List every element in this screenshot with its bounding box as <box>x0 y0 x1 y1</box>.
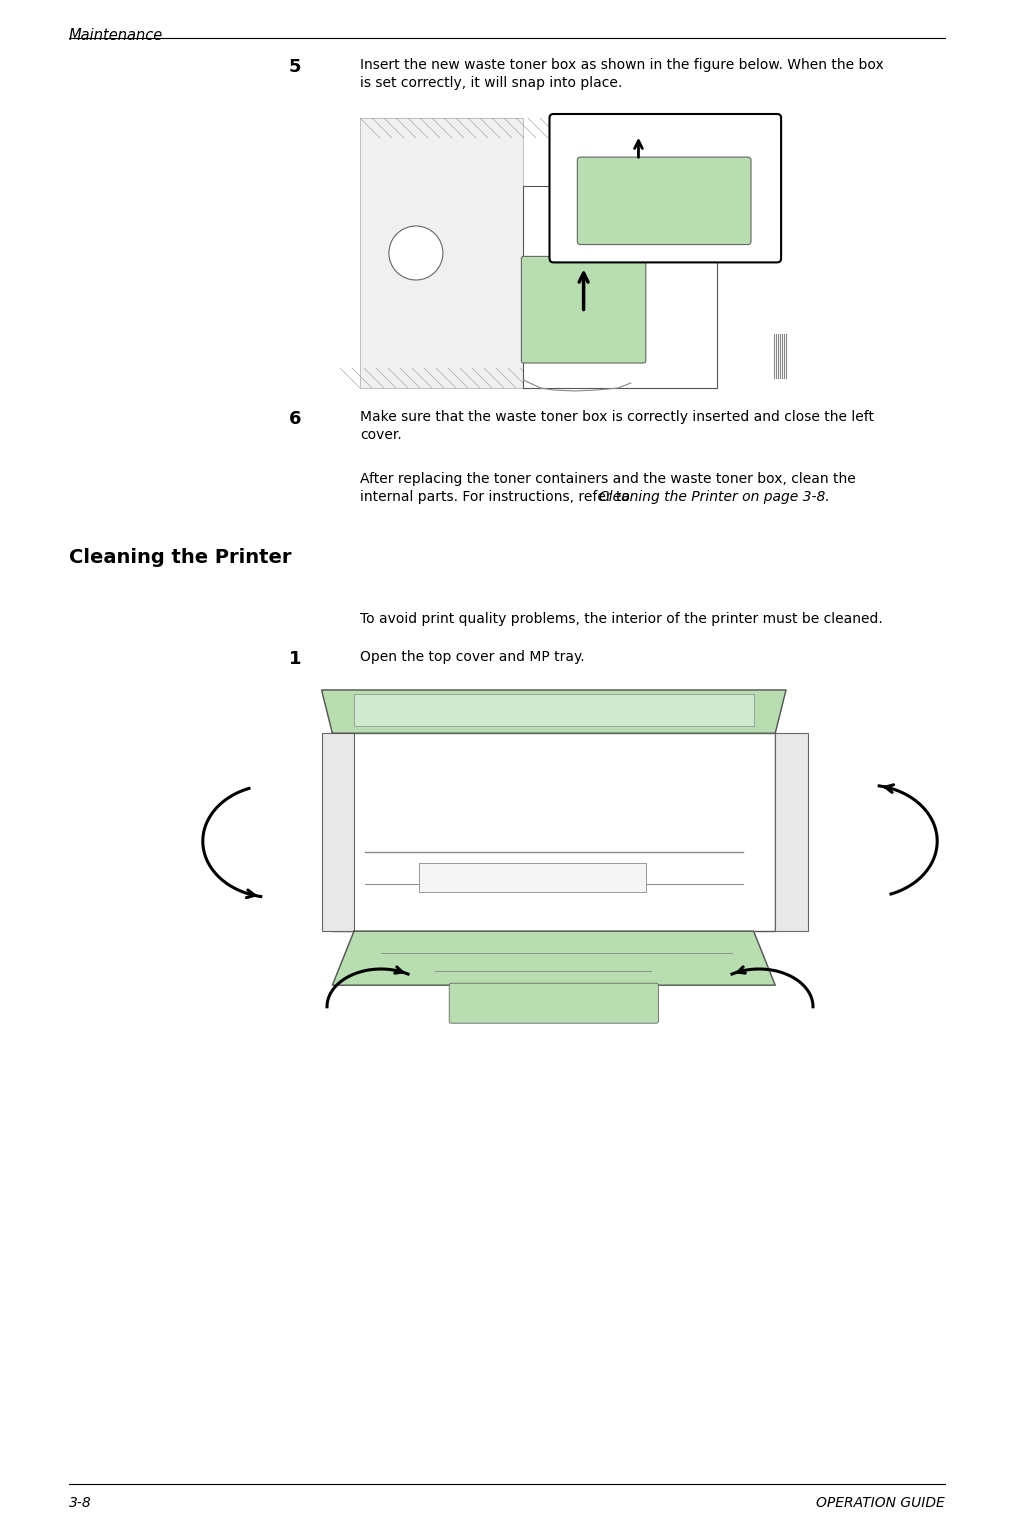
FancyBboxPatch shape <box>521 256 646 362</box>
Text: Maintenance: Maintenance <box>69 27 163 42</box>
Text: Open the top cover and MP tray.: Open the top cover and MP tray. <box>360 650 585 664</box>
Bar <box>775 734 807 931</box>
Polygon shape <box>333 931 775 985</box>
FancyBboxPatch shape <box>550 114 781 262</box>
Text: After replacing the toner containers and the waste toner box, clean the: After replacing the toner containers and… <box>360 471 856 487</box>
Bar <box>333 734 775 931</box>
Bar <box>419 863 646 891</box>
Bar <box>523 185 717 388</box>
Bar <box>321 734 354 931</box>
Circle shape <box>389 226 443 280</box>
Text: Cleaning the Printer: Cleaning the Printer <box>69 547 291 567</box>
Text: To avoid print quality problems, the interior of the printer must be cleaned.: To avoid print quality problems, the int… <box>360 612 883 626</box>
Text: internal parts. For instructions, refer to: internal parts. For instructions, refer … <box>360 490 635 503</box>
Text: Insert the new waste toner box as shown in the figure below. When the box
is set: Insert the new waste toner box as shown … <box>360 58 884 91</box>
Bar <box>354 694 753 726</box>
Text: 1: 1 <box>289 650 301 669</box>
FancyBboxPatch shape <box>577 158 751 244</box>
Polygon shape <box>321 690 786 734</box>
Text: OPERATION GUIDE: OPERATION GUIDE <box>816 1496 945 1510</box>
Text: Cleaning the Printer on page 3-8.: Cleaning the Printer on page 3-8. <box>598 490 829 503</box>
Bar <box>360 118 523 388</box>
Text: 5: 5 <box>289 58 301 76</box>
Text: Make sure that the waste toner box is correctly inserted and close the left
cove: Make sure that the waste toner box is co… <box>360 409 874 443</box>
Text: 3-8: 3-8 <box>69 1496 91 1510</box>
Text: 6: 6 <box>289 409 301 428</box>
FancyBboxPatch shape <box>449 984 658 1023</box>
